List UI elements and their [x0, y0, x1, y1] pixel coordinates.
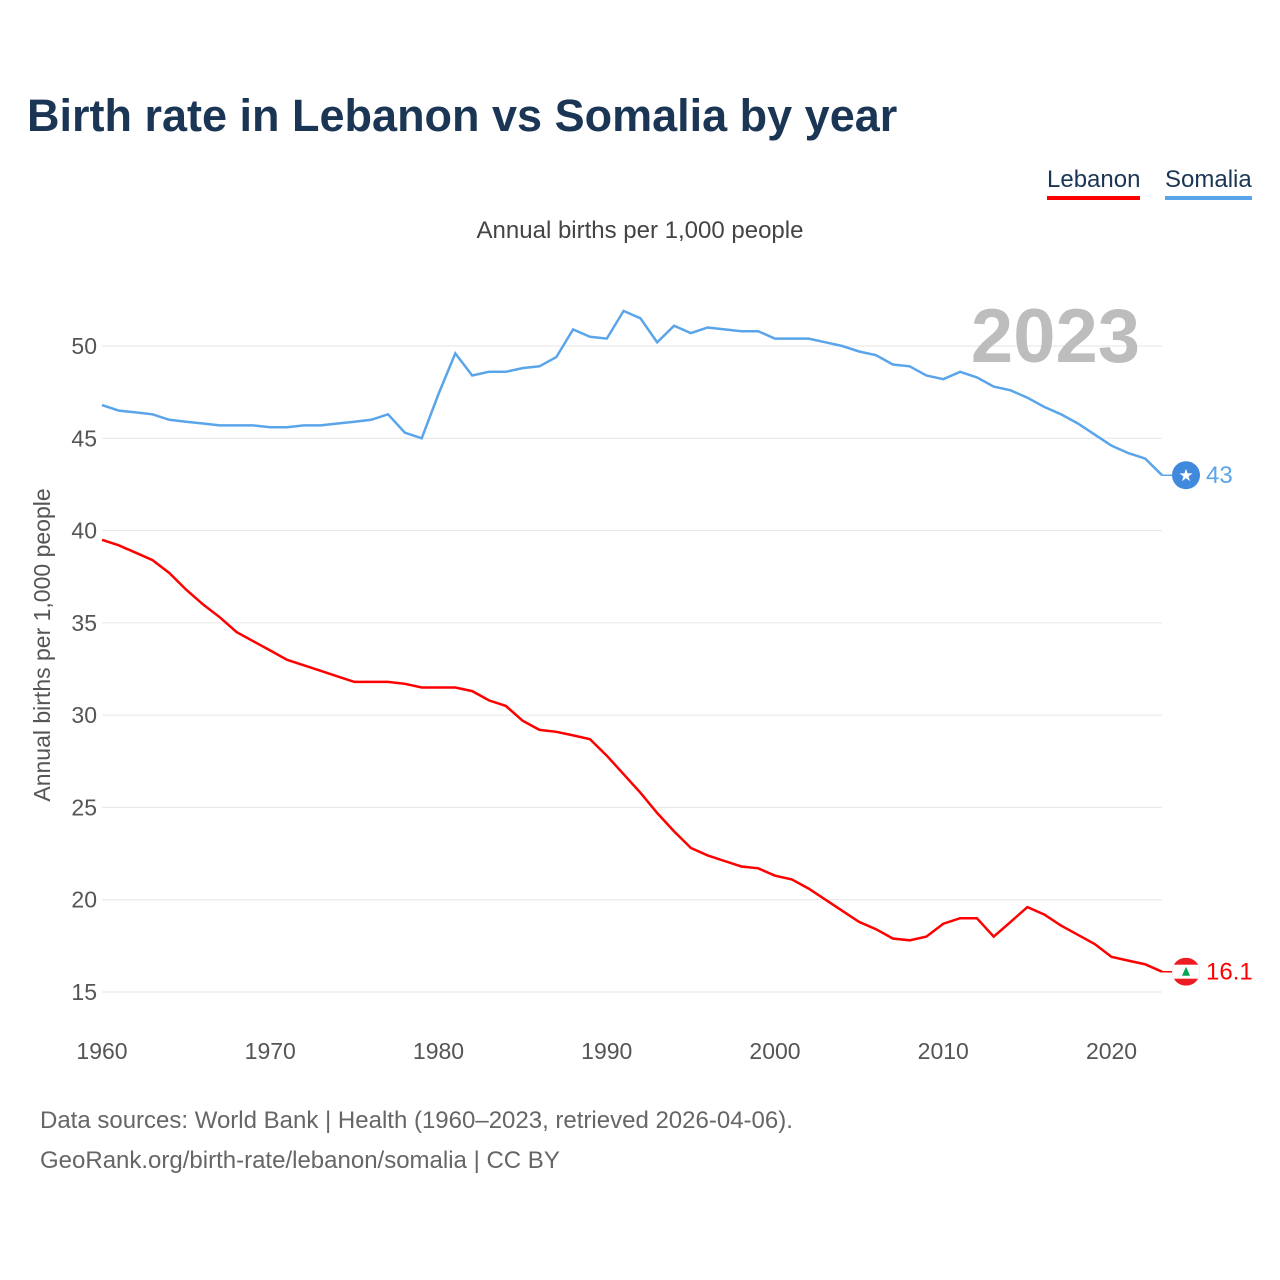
y-tick-label: 40: [71, 518, 97, 544]
x-tick-label: 1970: [245, 1038, 296, 1064]
y-tick-label: 50: [71, 333, 97, 359]
series-line-lebanon[interactable]: [101, 538, 1163, 973]
end-value-label-lebanon: 16.1: [1206, 959, 1253, 986]
y-tick-label: 25: [71, 794, 97, 820]
y-tick-label: 15: [71, 979, 97, 1005]
footer-sources: Data sources: World Bank | Health (1960–…: [40, 1107, 793, 1134]
svg-text:★: ★: [1178, 466, 1193, 485]
y-axis-title: Annual births per 1,000 people: [29, 488, 55, 801]
y-tick-label: 35: [71, 610, 97, 636]
end-value-label-somalia: 43: [1206, 462, 1233, 489]
x-tick-label: 2020: [1086, 1038, 1137, 1064]
x-tick-label: 1990: [581, 1038, 632, 1064]
footer-url[interactable]: GeoRank.org/birth-rate/lebanon/somalia |…: [40, 1147, 560, 1174]
chart-subtitle: Annual births per 1,000 people: [476, 217, 804, 244]
somalia-flag-icon: ★: [1172, 461, 1200, 490]
x-tick-label: 1980: [413, 1038, 464, 1064]
series-line-somalia[interactable]: [101, 309, 1163, 477]
legend-item-lebanon[interactable]: Lebanon: [1047, 166, 1141, 200]
lebanon-flag-icon: [1172, 957, 1200, 986]
year-watermark: 2023: [971, 294, 1140, 379]
y-tick-label: 20: [71, 887, 97, 913]
x-tick-label: 2000: [749, 1038, 800, 1064]
chart-title: Birth rate in Lebanon vs Somalia by year: [27, 90, 898, 141]
y-tick-label: 30: [71, 702, 97, 728]
legend-item-somalia[interactable]: Somalia: [1165, 166, 1252, 200]
x-tick-label: 2010: [918, 1038, 969, 1064]
y-tick-label: 45: [71, 425, 97, 451]
x-tick-label: 1960: [76, 1038, 127, 1064]
